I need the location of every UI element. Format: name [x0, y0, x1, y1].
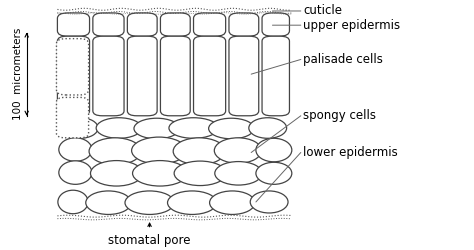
Ellipse shape — [215, 162, 262, 185]
Ellipse shape — [91, 160, 143, 186]
FancyBboxPatch shape — [160, 36, 190, 116]
Text: upper epidermis: upper epidermis — [303, 19, 400, 32]
Ellipse shape — [174, 161, 226, 186]
FancyBboxPatch shape — [262, 36, 290, 116]
Ellipse shape — [58, 190, 88, 214]
FancyBboxPatch shape — [56, 98, 89, 138]
Ellipse shape — [132, 137, 186, 164]
Ellipse shape — [173, 138, 225, 165]
Text: palisade cells: palisade cells — [303, 53, 383, 66]
FancyBboxPatch shape — [56, 39, 89, 95]
Text: stomatal pore: stomatal pore — [109, 234, 191, 247]
FancyBboxPatch shape — [93, 36, 124, 116]
Ellipse shape — [62, 118, 98, 138]
Ellipse shape — [210, 191, 255, 214]
Ellipse shape — [59, 138, 92, 161]
FancyBboxPatch shape — [229, 36, 259, 116]
Ellipse shape — [249, 118, 287, 138]
FancyBboxPatch shape — [160, 13, 190, 36]
Ellipse shape — [134, 118, 179, 139]
FancyBboxPatch shape — [93, 13, 124, 36]
FancyBboxPatch shape — [57, 36, 90, 116]
Text: 100  micrometers: 100 micrometers — [13, 28, 23, 120]
Ellipse shape — [256, 138, 292, 162]
FancyBboxPatch shape — [128, 36, 157, 116]
Ellipse shape — [209, 118, 254, 139]
Ellipse shape — [167, 191, 217, 214]
FancyBboxPatch shape — [262, 13, 290, 36]
FancyBboxPatch shape — [57, 13, 90, 36]
Ellipse shape — [86, 191, 131, 214]
Text: cuticle: cuticle — [303, 4, 342, 18]
FancyBboxPatch shape — [128, 13, 157, 36]
Ellipse shape — [214, 138, 262, 163]
Ellipse shape — [89, 138, 141, 165]
Text: spongy cells: spongy cells — [303, 109, 376, 122]
Ellipse shape — [133, 160, 187, 186]
Ellipse shape — [125, 191, 174, 214]
Ellipse shape — [59, 161, 92, 184]
FancyBboxPatch shape — [193, 13, 226, 36]
FancyBboxPatch shape — [229, 13, 259, 36]
Ellipse shape — [96, 118, 142, 138]
Ellipse shape — [169, 118, 218, 138]
Text: lower epidermis: lower epidermis — [303, 146, 398, 159]
Ellipse shape — [256, 162, 292, 184]
Ellipse shape — [250, 191, 288, 213]
FancyBboxPatch shape — [193, 36, 226, 116]
